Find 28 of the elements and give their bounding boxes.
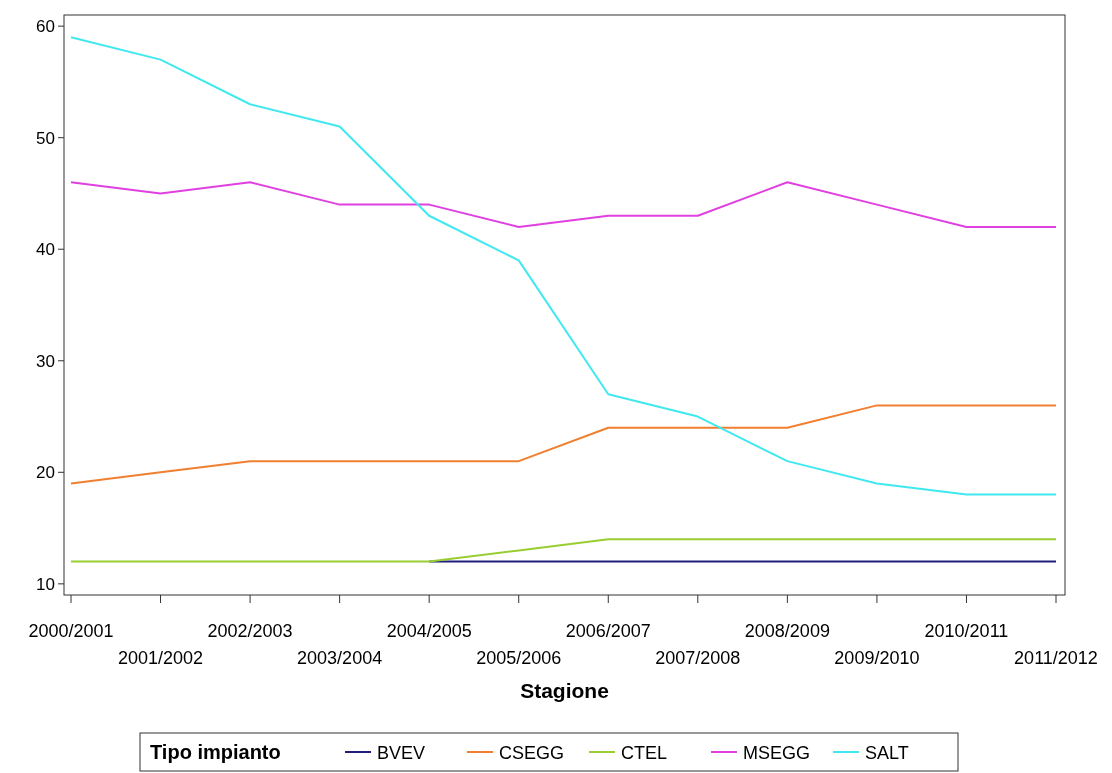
x-tick-label: 2003/2004 (297, 648, 383, 668)
y-tick-label: 40 (36, 240, 55, 260)
line-series (70, 181, 1057, 228)
legend-label: CSEGG (499, 743, 565, 763)
x-tick-label: 2004/2005 (386, 621, 472, 641)
x-tick-label: 2008/2009 (744, 621, 830, 641)
y-tick-label: 30 (36, 351, 55, 371)
y-tick-label: 60 (36, 17, 55, 37)
legend-label: BVEV (377, 743, 426, 763)
legend-label: CTEL (621, 743, 668, 763)
line-series (70, 404, 1057, 485)
x-tick-label: 2010/2011 (924, 621, 1009, 641)
x-tick-label: 2005/2006 (476, 648, 562, 668)
legend-label: MSEGG (743, 743, 811, 763)
x-tick-label: 2002/2003 (207, 621, 293, 641)
x-tick-label: 2011/2012 (1014, 648, 1098, 668)
line-series (70, 36, 1057, 496)
x-tick-label: 2001/2002 (118, 648, 204, 668)
legend-label: SALT (865, 743, 909, 763)
legend-title: Tipo impianto (150, 741, 281, 763)
x-tick-label: 2007/2008 (655, 648, 741, 668)
x-axis-title: Stagione (520, 679, 609, 702)
x-tick-label: 2009/2010 (834, 648, 920, 668)
y-tick-label: 20 (36, 463, 55, 483)
x-tick-label: 2006/2007 (565, 621, 651, 641)
x-tick-label: 2000/2001 (28, 621, 114, 641)
y-tick-label: 10 (36, 574, 55, 594)
y-tick-label: 50 (36, 128, 55, 148)
